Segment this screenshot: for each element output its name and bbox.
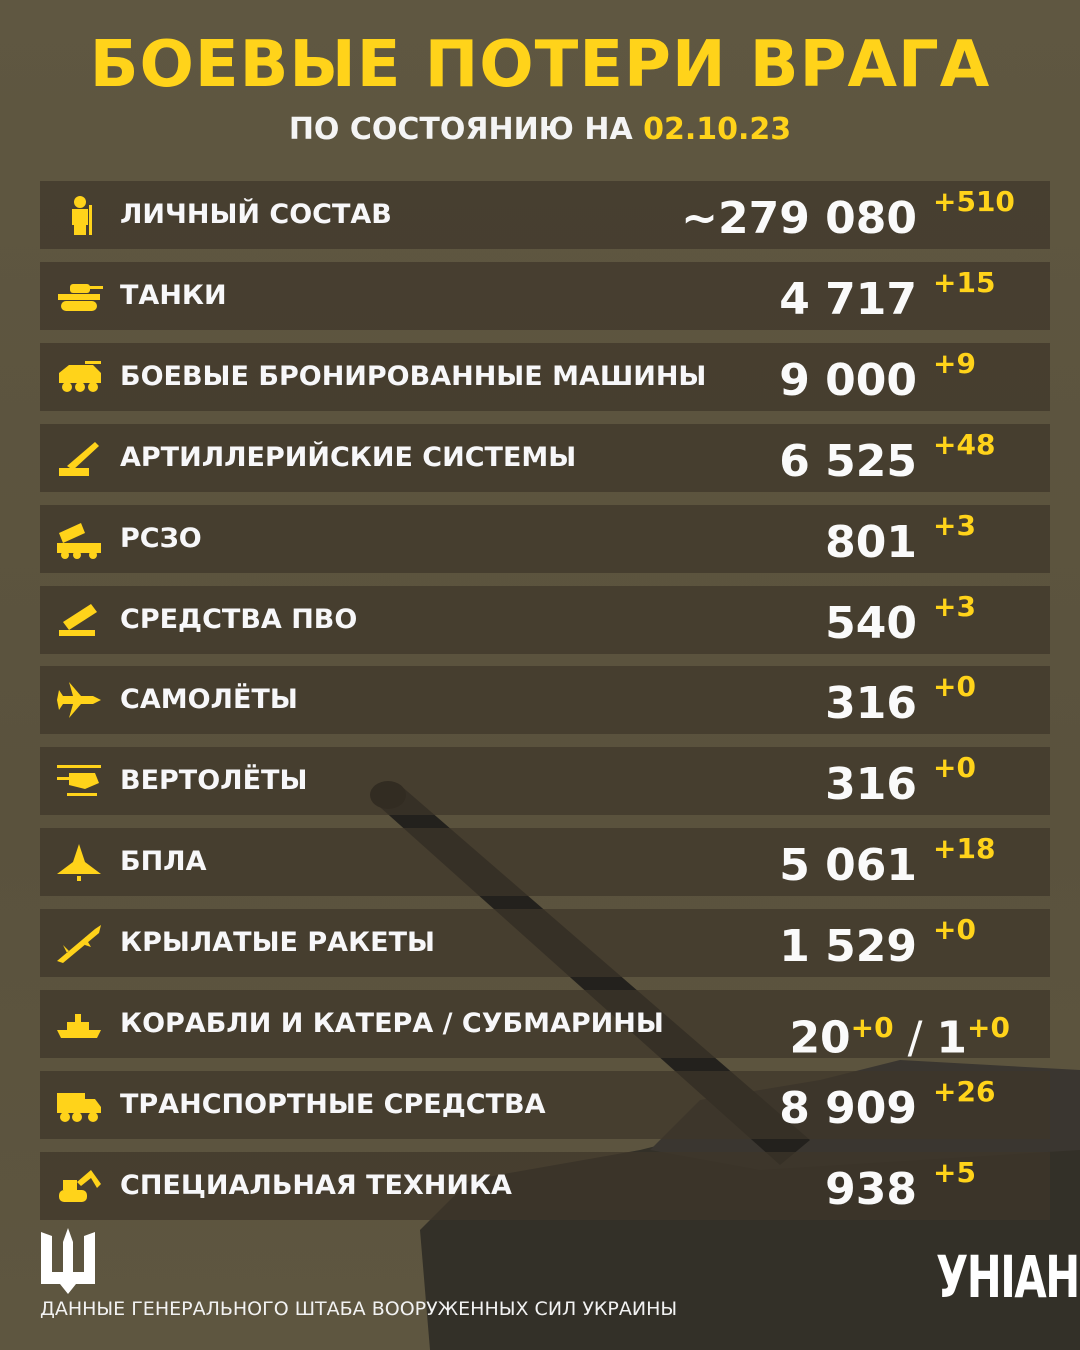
footer-source: ДАННЫЕ ГЕНЕРАЛЬНОГО ШТАБА ВООРУЖЕННЫХ СИ… — [40, 1298, 678, 1320]
soldier-icon — [72, 196, 92, 235]
mlrs-icon — [57, 522, 101, 559]
stat-value: 801 — [825, 516, 917, 568]
stat-label: БПЛА — [120, 846, 207, 878]
stat-label: ТРАНСПОРТНЫЕ СРЕДСТВА — [120, 1088, 546, 1120]
stat-delta: +0 — [933, 751, 976, 785]
stat-row: САМОЛЁТЫ 316 +0 — [40, 666, 1050, 735]
stat-value: 9 000 — [779, 354, 917, 406]
air-defense-icon — [59, 603, 97, 636]
drone-icon — [57, 844, 101, 882]
stat-value: 8 909 — [779, 1082, 917, 1134]
plane-icon — [57, 682, 101, 719]
report-date: 02.10.23 — [643, 112, 792, 147]
stat-delta: +15 — [933, 265, 996, 299]
trident-icon — [41, 1228, 95, 1294]
stat-row: ТАНКИ 4 717 +15 — [40, 261, 1050, 330]
subtitle: ПО СОСТОЯНИЮ НА 02.10.23 — [0, 112, 1080, 147]
stat-value: 316 — [825, 759, 917, 811]
stat-row: БПЛА 5 061 +18 — [40, 828, 1050, 897]
subtitle-prefix: ПО СОСТОЯНИЮ НА — [288, 112, 633, 147]
stat-row: КОРАБЛИ И КАТЕРА / СУБМАРИНЫ 20+0 / 1+0 — [40, 990, 1050, 1064]
stat-value: 5 061 — [779, 840, 917, 892]
stat-value: 938 — [825, 1163, 917, 1215]
stat-row: СРЕДСТВА ПВО 540 +3 — [40, 585, 1050, 654]
stat-row: ТРАНСПОРТНЫЕ СРЕДСТВА 8 909 +26 — [40, 1070, 1050, 1139]
stat-label: СРЕДСТВА ПВО — [120, 603, 358, 635]
stat-row: СПЕЦИАЛЬНАЯ ТЕХНИКА 938 +5 — [40, 1151, 1050, 1220]
stat-value: 1 529 — [779, 921, 917, 973]
stat-row: ЛИЧНЫЙ СОСТАВ ~279 080 +510 — [40, 181, 1050, 249]
stat-value: 316 — [825, 678, 917, 730]
stat-delta-2: +0 — [967, 1011, 1010, 1044]
stat-value: ~279 080 — [681, 193, 917, 244]
excavator-icon — [59, 1169, 101, 1202]
stat-row: РСЗО 801 +3 — [40, 504, 1050, 573]
stat-label: КОРАБЛИ И КАТЕРА / СУБМАРИНЫ — [120, 1008, 664, 1039]
stat-label: САМОЛЁТЫ — [120, 684, 298, 716]
stat-value: 20 — [789, 1012, 851, 1064]
ship-icon — [57, 1014, 101, 1038]
stat-label: АРТИЛЛЕРИЙСКИЕ СИСТЕМЫ — [120, 441, 577, 473]
stat-value-2: 1 — [936, 1012, 968, 1064]
stat-label: ВЕРТОЛЁТЫ — [120, 765, 308, 797]
armored-vehicle-icon — [59, 360, 101, 392]
artillery-icon — [59, 441, 99, 476]
stat-delta: +9 — [933, 346, 976, 380]
stat-delta: +510 — [933, 185, 1015, 218]
stat-delta: +18 — [933, 832, 996, 866]
stat-value: 6 525 — [779, 435, 917, 487]
stat-delta: +3 — [933, 589, 976, 623]
truck-icon — [57, 1092, 101, 1122]
stat-row: БОЕВЫЕ БРОНИРОВАННЫЕ МАШИНЫ 9 000 +9 — [40, 342, 1050, 411]
stat-row: КРЫЛАТЫЕ РАКЕТЫ 1 529 +0 — [40, 909, 1050, 978]
stat-delta: +5 — [933, 1155, 976, 1189]
missile-icon — [57, 925, 101, 964]
unian-logo: УНІАН — [936, 1243, 1080, 1311]
stat-delta: +0 — [933, 913, 976, 947]
stat-value-group: 20+0 / 1+0 — [789, 1011, 1010, 1064]
stat-delta: +3 — [933, 508, 976, 542]
stat-value: 4 717 — [779, 273, 917, 325]
stat-delta: +0 — [850, 1011, 894, 1044]
stat-label: БОЕВЫЕ БРОНИРОВАННЫЕ МАШИНЫ — [120, 360, 707, 392]
stat-row: ВЕРТОЛЁТЫ 316 +0 — [40, 747, 1050, 816]
stat-label: ЛИЧНЫЙ СОСТАВ — [120, 199, 392, 230]
stat-delta: +26 — [933, 1074, 996, 1108]
stat-row: АРТИЛЛЕРИЙСКИЕ СИСТЕМЫ 6 525 +48 — [40, 423, 1050, 492]
tank-icon — [58, 283, 103, 311]
stat-label: РСЗО — [120, 522, 202, 554]
stat-value: 540 — [825, 597, 917, 649]
stat-label: СПЕЦИАЛЬНАЯ ТЕХНИКА — [120, 1169, 512, 1201]
stat-delta: +48 — [933, 427, 996, 461]
stat-label: ТАНКИ — [120, 279, 227, 311]
stat-label: КРЫЛАТЫЕ РАКЕТЫ — [120, 927, 435, 959]
stat-delta: +0 — [933, 670, 976, 704]
page-title: БОЕВЫЕ ПОТЕРИ ВРАГА — [89, 28, 991, 102]
helicopter-icon — [57, 765, 101, 797]
